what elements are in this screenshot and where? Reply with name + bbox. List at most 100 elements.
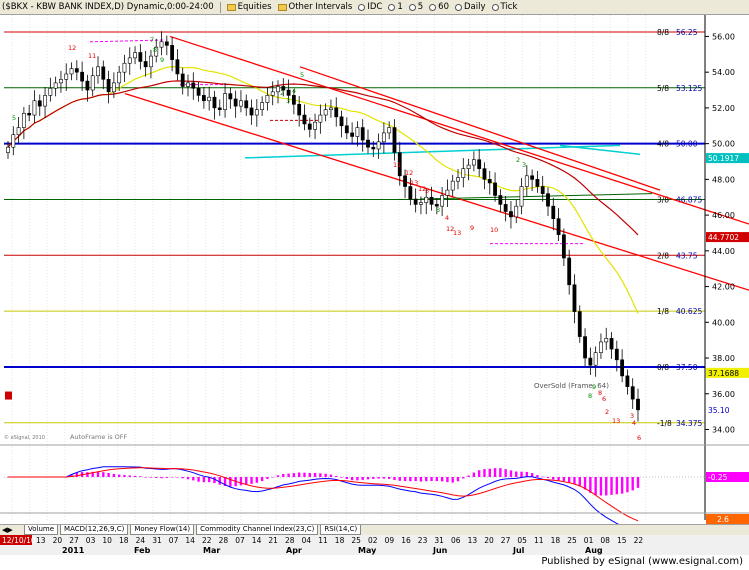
macd-histogram-bar bbox=[414, 477, 417, 482]
murrey-line-value: 43.75 bbox=[676, 251, 698, 260]
candle-body bbox=[329, 107, 333, 110]
candle-body bbox=[630, 386, 635, 400]
source-label: IDC bbox=[367, 2, 383, 12]
candle-body bbox=[74, 68, 79, 73]
candle-body bbox=[196, 87, 201, 96]
macd-histogram-bar bbox=[213, 477, 216, 484]
candle-body bbox=[249, 107, 254, 116]
date-month-label: Aug bbox=[585, 546, 603, 555]
interval-60-radio[interactable]: 60 bbox=[429, 2, 449, 12]
red-count-label: 12 bbox=[68, 44, 76, 52]
blue-ma-badge: 50.1917 bbox=[708, 154, 739, 163]
macd-histogram-bar bbox=[626, 477, 629, 493]
macd-histogram-bar bbox=[197, 477, 200, 482]
candle-body bbox=[37, 100, 42, 107]
candle-body bbox=[445, 189, 450, 196]
study-tabs: ◀▶ Volume MACD(12,26,9,C) Money Flow(14)… bbox=[0, 524, 749, 535]
cyan-level-line bbox=[559, 144, 641, 156]
interval-label: 60 bbox=[438, 2, 449, 12]
macd-histogram-bar bbox=[313, 472, 317, 477]
candle-body bbox=[233, 98, 238, 107]
date-day-label: 25 bbox=[351, 536, 361, 545]
candle-body bbox=[482, 168, 487, 180]
candle-body bbox=[614, 348, 619, 361]
red-count-label: 3 bbox=[630, 412, 634, 420]
red-count-label: 13 bbox=[612, 417, 620, 425]
macd-histogram-bar bbox=[287, 473, 290, 477]
macd-histogram-bar bbox=[425, 477, 428, 482]
date-day-label: 28 bbox=[219, 536, 229, 545]
green-count-label: 9 bbox=[592, 383, 596, 391]
macd-histogram-bar bbox=[557, 477, 560, 481]
candle-body bbox=[471, 159, 476, 166]
date-day-label: 18 bbox=[551, 536, 561, 545]
chart-toolbar: ($BKX - KBW BANK INDEX,D) Dynamic,0:00-2… bbox=[0, 0, 749, 15]
tab-money-flow[interactable]: Money Flow(14) bbox=[130, 525, 195, 535]
candle-body bbox=[53, 82, 58, 89]
radio-icon bbox=[388, 3, 396, 11]
macd-histogram-bar bbox=[451, 477, 454, 483]
support-line bbox=[419, 193, 653, 200]
tab-rsi[interactable]: RSI(14,C) bbox=[320, 525, 362, 535]
red-count-label: 3 bbox=[425, 187, 429, 195]
candle-body bbox=[64, 73, 69, 80]
date-day-label: 23 bbox=[418, 536, 428, 545]
candle-body bbox=[440, 195, 445, 207]
macd-histogram-bar bbox=[520, 471, 523, 477]
candle-body bbox=[217, 107, 222, 110]
tab-scroll-arrows[interactable]: ◀▶ bbox=[2, 526, 13, 534]
radio-icon bbox=[408, 3, 416, 11]
macd-histogram-bar bbox=[456, 477, 460, 482]
date-day-label: 24 bbox=[136, 536, 146, 545]
red-count-label: 2 bbox=[605, 408, 609, 416]
candle-body bbox=[609, 338, 614, 350]
price-tick-label: 38.00 bbox=[712, 354, 735, 363]
price-tick-label: 34.00 bbox=[712, 425, 735, 434]
macd-histogram-bar bbox=[377, 477, 380, 479]
candle-body bbox=[302, 114, 307, 125]
date-day-label: 09 bbox=[385, 536, 395, 545]
red-count-label: 11 bbox=[88, 52, 96, 60]
macd-histogram-bar bbox=[393, 477, 396, 480]
macd-histogram-bar bbox=[552, 477, 555, 480]
red-count-label: 8 bbox=[598, 389, 602, 397]
tab-cci[interactable]: Commodity Channel Index(23,C) bbox=[196, 525, 319, 535]
macd-histogram-bar bbox=[435, 477, 439, 482]
macd-histogram-bar bbox=[107, 472, 110, 477]
date-day-label: 08 bbox=[600, 536, 610, 545]
macd-histogram-bar bbox=[160, 477, 163, 479]
interval-1-radio[interactable]: 1 bbox=[388, 2, 403, 12]
price-tick-label: 52.00 bbox=[712, 104, 735, 113]
interval-tick-radio[interactable]: Tick bbox=[491, 2, 517, 12]
channel-upper-line bbox=[169, 35, 749, 225]
candle-body bbox=[122, 62, 127, 73]
macd-histogram-bar bbox=[181, 477, 184, 479]
candle-body bbox=[599, 341, 603, 353]
chart-area[interactable]: 8/8 56.25 5/8 53.125 4/8 50.00 3/8 46.875 2/8 43.… bbox=[0, 15, 749, 524]
date-month-label: May bbox=[358, 546, 377, 555]
last-price-badge-bg bbox=[706, 404, 749, 415]
tab-macd[interactable]: MACD(12,26,9,C) bbox=[60, 525, 129, 535]
macd-histogram-bar bbox=[192, 477, 195, 481]
candle-body bbox=[503, 204, 508, 212]
tab-volume[interactable]: Volume bbox=[24, 525, 59, 535]
candle-body bbox=[101, 66, 106, 80]
candle-body bbox=[164, 41, 169, 46]
interval-daily-radio[interactable]: Daily bbox=[455, 2, 486, 12]
macd-histogram-bar bbox=[329, 474, 333, 477]
macd-histogram-bar bbox=[250, 477, 253, 484]
blue-ma-badge-bg bbox=[706, 153, 749, 164]
other-intervals-button[interactable]: Other Intervals bbox=[277, 2, 352, 12]
macd-histogram-bar bbox=[546, 477, 550, 479]
interval-5-radio[interactable]: 5 bbox=[408, 2, 423, 12]
equities-button[interactable]: Equities bbox=[226, 2, 272, 12]
macd-value-badge-bg bbox=[706, 472, 749, 482]
red-count-label: 4 bbox=[632, 419, 636, 427]
candle-body bbox=[366, 139, 370, 148]
macd-histogram-bar bbox=[409, 477, 412, 482]
source-idc-radio[interactable]: IDC bbox=[358, 2, 382, 12]
candle-body bbox=[593, 352, 598, 366]
macd-histogram-bar bbox=[271, 477, 274, 478]
symbol-title[interactable]: ($BKX - KBW BANK INDEX,D) Dynamic,0:00-2… bbox=[2, 2, 214, 12]
macd-histogram-bar bbox=[419, 477, 423, 482]
